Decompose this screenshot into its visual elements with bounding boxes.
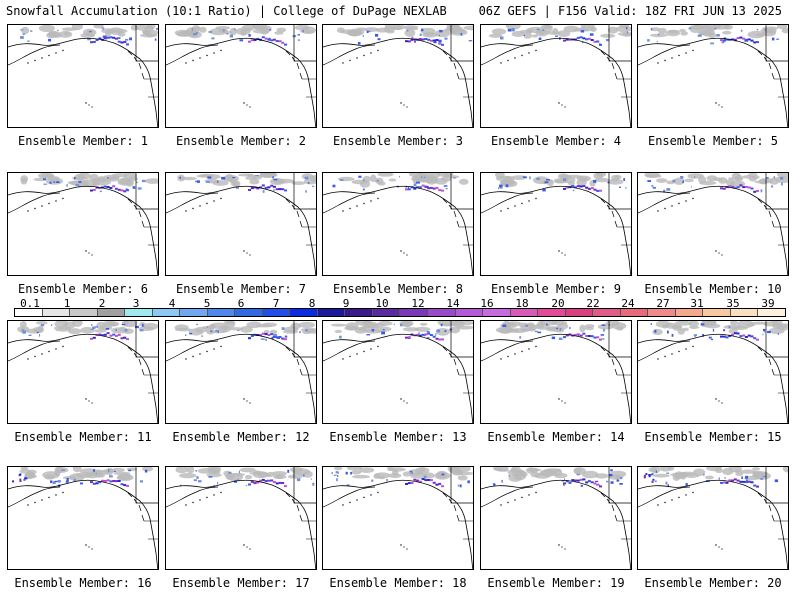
colorbar-swatch <box>180 309 208 316</box>
snowfall-colorbar <box>14 308 786 317</box>
colorbar-tick-label: 24 <box>621 297 635 310</box>
colorbar-tick-label: 10 <box>375 297 389 310</box>
ensemble-label-11: Ensemble Member: 11 <box>14 430 152 444</box>
colorbar-swatch <box>455 309 484 316</box>
colorbar-swatch <box>207 309 236 316</box>
ensemble-label-12: Ensemble Member: 12 <box>172 430 310 444</box>
map-title: Snowfall Accumulation (10:1 Ratio) | Col… <box>6 4 447 18</box>
ensemble-label-13: Ensemble Member: 13 <box>329 430 467 444</box>
ensemble-label-16: Ensemble Member: 16 <box>14 576 152 590</box>
colorbar-tick-label: 5 <box>203 297 211 310</box>
colorbar-tick-label: 31 <box>690 297 704 310</box>
colorbar-swatch <box>262 309 291 316</box>
colorbar-swatch <box>97 309 126 316</box>
ensemble-map-10 <box>637 172 789 276</box>
colorbar-tick-label: 14 <box>446 297 460 310</box>
ensemble-map-1 <box>7 24 159 128</box>
ensemble-label-6: Ensemble Member: 6 <box>17 282 149 296</box>
ensemble-label-9: Ensemble Member: 9 <box>490 282 622 296</box>
ensemble-label-1: Ensemble Member: 1 <box>17 134 149 148</box>
ensemble-map-3 <box>322 24 474 128</box>
ensemble-map-19 <box>480 466 632 570</box>
ensemble-label-20: Ensemble Member: 20 <box>644 576 782 590</box>
ensemble-map-8 <box>322 172 474 276</box>
colorbar-swatch <box>648 309 676 316</box>
colorbar-swatch <box>152 309 181 316</box>
ensemble-label-19: Ensemble Member: 19 <box>487 576 625 590</box>
ensemble-label-2: Ensemble Member: 2 <box>175 134 307 148</box>
colorbar-tick-label: 20 <box>551 297 565 310</box>
colorbar-swatch <box>675 309 704 316</box>
colorbar-tick-label: 18 <box>515 297 529 310</box>
colorbar-tick-label: 39 <box>761 297 775 310</box>
ensemble-label-15: Ensemble Member: 15 <box>644 430 782 444</box>
ensemble-map-20 <box>637 466 789 570</box>
ensemble-map-2 <box>165 24 317 128</box>
ensemble-label-10: Ensemble Member: 10 <box>644 282 782 296</box>
ensemble-map-4 <box>480 24 632 128</box>
ensemble-map-18 <box>322 466 474 570</box>
colorbar-tick-label: 0.1 <box>20 297 40 310</box>
colorbar-tick-label: 35 <box>726 297 740 310</box>
ensemble-map-14 <box>480 320 632 424</box>
colorbar-tick-label: 16 <box>480 297 494 310</box>
ensemble-map-16 <box>7 466 159 570</box>
colorbar-tick-label: 4 <box>168 297 176 310</box>
colorbar-tick-label: 8 <box>308 297 316 310</box>
model-valid-time: 06Z GEFS | F156 Valid: 18Z FRI JUN 13 20… <box>478 4 782 18</box>
colorbar-tick-label: 12 <box>411 297 425 310</box>
colorbar-tick-label: 6 <box>237 297 245 310</box>
colorbar-swatch <box>70 309 98 316</box>
ensemble-map-6 <box>7 172 159 276</box>
colorbar-tick-label: 9 <box>342 297 350 310</box>
colorbar-swatch <box>427 309 456 316</box>
ensemble-label-5: Ensemble Member: 5 <box>647 134 779 148</box>
colorbar-swatch <box>372 309 401 316</box>
colorbar-swatch <box>703 309 731 316</box>
ensemble-label-3: Ensemble Member: 3 <box>332 134 464 148</box>
colorbar-tick-label: 7 <box>272 297 280 310</box>
ensemble-map-5 <box>637 24 789 128</box>
colorbar-swatch <box>290 309 318 316</box>
colorbar-tick-label: 1 <box>63 297 71 310</box>
ensemble-map-12 <box>165 320 317 424</box>
ensemble-label-18: Ensemble Member: 18 <box>329 576 467 590</box>
colorbar-tick-label: 27 <box>656 297 670 310</box>
colorbar-swatch <box>730 309 759 316</box>
colorbar-tick-label: 2 <box>98 297 106 310</box>
ensemble-label-4: Ensemble Member: 4 <box>490 134 622 148</box>
colorbar-swatch <box>620 309 649 316</box>
colorbar-swatch <box>510 309 539 316</box>
colorbar-swatch <box>235 309 263 316</box>
colorbar-tick-label: 22 <box>586 297 600 310</box>
ensemble-map-13 <box>322 320 474 424</box>
ensemble-label-14: Ensemble Member: 14 <box>487 430 625 444</box>
ensemble-map-11 <box>7 320 159 424</box>
ensemble-label-17: Ensemble Member: 17 <box>172 576 310 590</box>
ensemble-label-7: Ensemble Member: 7 <box>175 282 307 296</box>
colorbar-swatch <box>125 309 153 316</box>
colorbar-swatch <box>400 309 428 316</box>
colorbar-swatch <box>565 309 594 316</box>
colorbar-swatch <box>483 309 511 316</box>
colorbar-swatch <box>42 309 71 316</box>
colorbar-ticks: 0.1 1 2 3 4 5 6 7 8 9 10 12 14 16 18 20 22 24 27 31 35 39 <box>0 297 800 310</box>
colorbar-swatch <box>317 309 346 316</box>
colorbar-tick-label: 3 <box>132 297 140 310</box>
ensemble-map-7 <box>165 172 317 276</box>
colorbar-swatch <box>538 309 566 316</box>
ensemble-label-8: Ensemble Member: 8 <box>332 282 464 296</box>
colorbar-swatch <box>345 309 373 316</box>
ensemble-map-9 <box>480 172 632 276</box>
colorbar-swatch <box>15 309 43 316</box>
ensemble-map-17 <box>165 466 317 570</box>
ensemble-map-15 <box>637 320 789 424</box>
colorbar-swatch <box>593 309 621 316</box>
colorbar-swatch <box>758 309 785 316</box>
